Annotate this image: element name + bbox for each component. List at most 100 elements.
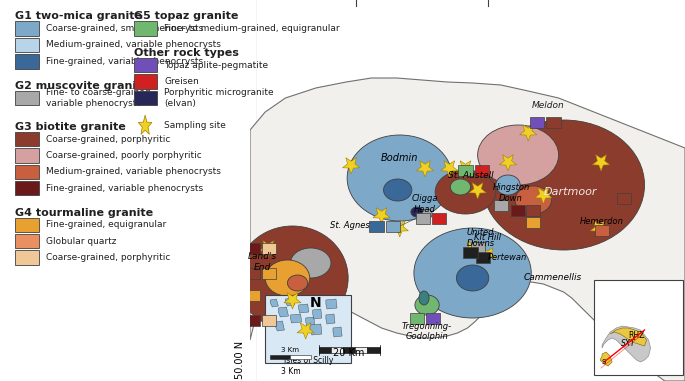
Text: Medium-grained, variable phenocrysts: Medium-grained, variable phenocrysts (46, 167, 221, 176)
Text: RHZ: RHZ (628, 331, 645, 341)
Ellipse shape (477, 125, 558, 185)
Text: G2 muscovite granite: G2 muscovite granite (15, 81, 149, 91)
Text: Kit Hill: Kit Hill (474, 234, 501, 242)
Polygon shape (519, 125, 537, 141)
Bar (343, 347, 356, 353)
Bar (617, 192, 632, 203)
Bar (386, 221, 400, 232)
Bar (134, 58, 157, 72)
Ellipse shape (384, 179, 412, 201)
Polygon shape (590, 221, 608, 237)
Ellipse shape (265, 260, 310, 296)
Text: G5 topaz granite: G5 topaz granite (134, 11, 238, 21)
Polygon shape (391, 221, 408, 237)
Bar (547, 117, 560, 128)
Ellipse shape (411, 207, 423, 217)
Polygon shape (479, 248, 497, 264)
Polygon shape (284, 293, 301, 309)
Text: Porphyritic microgranite
(elvan): Porphyritic microgranite (elvan) (164, 88, 274, 107)
Bar (494, 200, 508, 210)
Bar (246, 290, 260, 301)
Polygon shape (260, 241, 277, 257)
Text: Pertewan: Pertewan (488, 253, 527, 261)
Bar (134, 21, 157, 36)
Ellipse shape (237, 226, 348, 330)
Bar (15, 181, 38, 195)
Bar (262, 267, 276, 279)
Ellipse shape (435, 170, 496, 214)
Text: G4 tourmaline granite: G4 tourmaline granite (15, 208, 153, 218)
Bar (15, 218, 38, 232)
Polygon shape (326, 314, 335, 324)
Polygon shape (469, 183, 486, 199)
Text: Globular quartz: Globular quartz (46, 237, 116, 246)
Polygon shape (610, 328, 647, 346)
Text: G3 biotite granite: G3 biotite granite (15, 122, 126, 132)
Ellipse shape (456, 265, 489, 291)
Ellipse shape (414, 228, 532, 318)
Bar (134, 91, 157, 105)
Text: Fine- to coarse-grained,
variable phenocrysts: Fine- to coarse-grained, variable phenoc… (46, 88, 153, 107)
Polygon shape (333, 327, 342, 337)
Text: G1 two-mica granite: G1 two-mica granite (15, 11, 142, 21)
Text: Sampling site: Sampling site (164, 121, 226, 130)
Bar (15, 250, 38, 265)
Text: Hingston
Down: Hingston Down (493, 183, 530, 203)
Text: Hemerdon: Hemerdon (580, 218, 624, 226)
Bar (265, 295, 351, 363)
Bar (526, 205, 540, 216)
Polygon shape (326, 299, 337, 309)
Bar (15, 21, 38, 36)
Polygon shape (278, 307, 288, 317)
Bar (15, 234, 38, 248)
Bar (15, 54, 38, 69)
Bar (262, 242, 276, 253)
Polygon shape (286, 298, 295, 306)
Polygon shape (275, 321, 284, 331)
Text: Land's
End: Land's End (247, 252, 277, 272)
Ellipse shape (483, 120, 645, 250)
Text: 3 Km: 3 Km (281, 367, 300, 376)
Text: 20 Km: 20 Km (334, 348, 365, 358)
Bar (246, 242, 260, 253)
Text: Fine- to medium-grained, equigranular: Fine- to medium-grained, equigranular (164, 24, 340, 33)
Polygon shape (250, 78, 685, 381)
Bar (369, 221, 384, 232)
Bar (594, 280, 683, 375)
Bar (15, 165, 38, 179)
Bar (246, 267, 260, 279)
Polygon shape (535, 188, 552, 204)
Bar (290, 355, 311, 359)
Text: Coarse-grained, small phenocrysts: Coarse-grained, small phenocrysts (46, 24, 203, 33)
Text: Fine-grained, variable phenocrysts: Fine-grained, variable phenocrysts (46, 184, 203, 193)
Text: Coarse-grained, porphyritic: Coarse-grained, porphyritic (46, 253, 171, 262)
Text: Fine-grained, equigranular: Fine-grained, equigranular (46, 220, 166, 229)
Bar (246, 314, 260, 325)
Bar (426, 312, 440, 323)
Text: St. Austell: St. Austell (448, 171, 493, 180)
Text: Greisen: Greisen (164, 77, 199, 86)
Bar (511, 205, 525, 216)
Text: Bodmin: Bodmin (381, 153, 419, 163)
Polygon shape (299, 304, 309, 313)
Text: Topaz aplite-pegmatite: Topaz aplite-pegmatite (164, 61, 269, 70)
Bar (471, 242, 485, 253)
Text: Coarse-grained, porphyritic: Coarse-grained, porphyritic (46, 134, 171, 144)
Polygon shape (311, 324, 322, 335)
Bar (15, 38, 38, 52)
Bar (356, 347, 367, 353)
Polygon shape (297, 323, 314, 339)
Bar (530, 117, 545, 128)
Text: Medium-grained, variable phenocrysts: Medium-grained, variable phenocrysts (46, 40, 221, 50)
Ellipse shape (496, 175, 520, 195)
Ellipse shape (450, 179, 471, 195)
Text: Cligga
Head: Cligga Head (412, 194, 438, 214)
Polygon shape (342, 158, 360, 174)
Bar (464, 247, 477, 258)
Bar (271, 355, 290, 359)
Bar (475, 165, 489, 176)
Text: 3 Km: 3 Km (282, 347, 299, 353)
Bar (458, 165, 473, 176)
Polygon shape (306, 317, 315, 326)
Text: 50.00 N: 50.00 N (235, 341, 245, 379)
